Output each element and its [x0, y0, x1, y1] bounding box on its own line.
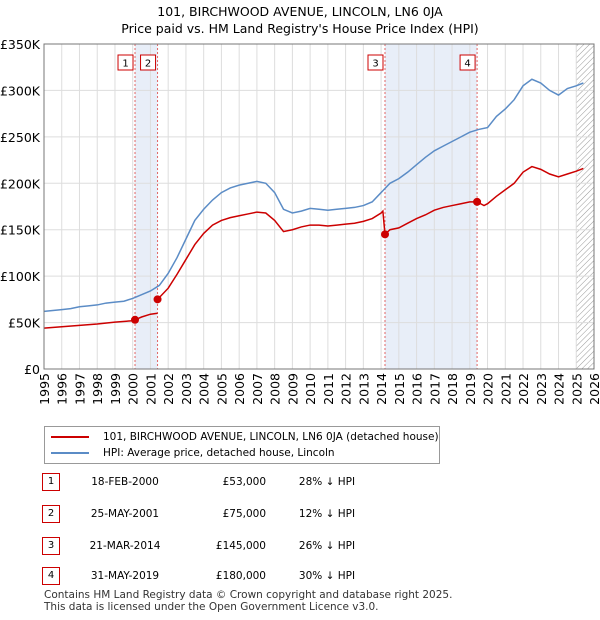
chart-title-line1: 101, BIRCHWOOD AVENUE, LINCOLN, LN6 0JA — [157, 4, 443, 19]
plot-frame — [43, 43, 595, 370]
property-price-line — [384, 201, 478, 235]
y-tick-label: £100K — [0, 269, 41, 284]
x-tick-label: 2013 — [356, 373, 371, 405]
sale-label-box — [367, 54, 384, 71]
property-price-line — [157, 209, 386, 300]
x-tick-label: 2007 — [250, 373, 265, 405]
sale-hpi-diff: 12% ↓ HPI — [298, 508, 356, 520]
x-tick-label: 2000 — [126, 373, 141, 405]
hpi-line — [43, 78, 584, 313]
y-tick-label: £350K — [0, 37, 41, 52]
x-tick-label: 2005 — [214, 373, 229, 405]
legend-property-label: 101, BIRCHWOOD AVENUE, LINCOLN, LN6 0JA … — [103, 431, 439, 443]
sale-row: 3 21-MAR-2014 £145,000 26% ↓ HPI — [42, 537, 442, 555]
sale-row: 4 31-MAY-2019 £180,000 30% ↓ HPI — [42, 567, 442, 585]
x-tick-label: 2004 — [197, 373, 212, 405]
x-tick-label: 2006 — [232, 373, 247, 405]
x-tick-label: 2014 — [374, 373, 389, 405]
y-tick-label: £200K — [0, 176, 41, 191]
legend: 101, BIRCHWOOD AVENUE, LINCOLN, LN6 0JA … — [44, 426, 440, 464]
y-tick-label: £150K — [0, 223, 41, 238]
y-tick-label: £300K — [0, 83, 41, 98]
legend-property-swatch — [51, 436, 89, 438]
sale-number-badge: 2 — [42, 505, 60, 523]
x-tick-label: 2012 — [339, 373, 354, 405]
x-tick-label: 2020 — [481, 373, 496, 405]
x-tick-label: 2018 — [445, 373, 460, 405]
sale-number-badge: 4 — [42, 567, 60, 585]
y-tick-label: £250K — [0, 130, 41, 145]
sale-row: 2 25-MAY-2001 £75,000 12% ↓ HPI — [42, 505, 442, 523]
x-tick-label: 2016 — [410, 373, 425, 405]
sale-point — [381, 230, 389, 239]
sale-number-badge: 3 — [42, 537, 60, 555]
legend-hpi: HPI: Average price, detached house, Linc… — [51, 445, 335, 461]
legend-hpi-swatch — [51, 452, 89, 454]
sale-number-badge: 1 — [42, 473, 60, 491]
sale-label-box — [140, 54, 157, 71]
sale-hpi-diff: 30% ↓ HPI — [298, 570, 356, 582]
sale-price: £53,000 — [222, 476, 266, 488]
x-tick-label: 2024 — [552, 373, 567, 405]
footer-copyright: Contains HM Land Registry data © Crown c… — [44, 589, 453, 601]
chart-title: 101, BIRCHWOOD AVENUE, LINCOLN, LN6 0JA … — [0, 3, 600, 37]
x-tick-label: 2015 — [392, 373, 407, 405]
y-tick-label: £50K — [8, 316, 41, 331]
x-tick-label: 1996 — [55, 373, 70, 405]
x-tick-label: 2026 — [587, 373, 600, 405]
sale-date: 18-FEB-2000 — [91, 476, 159, 488]
x-tick-label: 1998 — [90, 373, 105, 405]
sale-price: £75,000 — [222, 508, 266, 520]
y-tick-label: £0 — [24, 362, 40, 377]
sale-label-text: 1 — [122, 59, 128, 70]
sale-price: £145,000 — [215, 540, 266, 552]
x-tick-label: 2008 — [268, 373, 283, 405]
legend-hpi-label: HPI: Average price, detached house, Linc… — [103, 447, 335, 459]
plot-area — [44, 44, 594, 369]
x-tick-label: 1997 — [72, 373, 87, 405]
sale-label-box — [459, 54, 476, 71]
footer: Contains HM Land Registry data © Crown c… — [44, 589, 452, 613]
x-tick-label: 2011 — [321, 373, 336, 405]
sale-date: 21-MAR-2014 — [89, 540, 161, 552]
sale-date: 25-MAY-2001 — [90, 508, 160, 520]
legend-property: 101, BIRCHWOOD AVENUE, LINCOLN, LN6 0JA … — [51, 429, 439, 445]
property-price-line — [476, 165, 584, 207]
footer-licence: This data is licensed under the Open Gov… — [44, 601, 379, 613]
x-tick-label: 2021 — [498, 373, 513, 405]
x-tick-label: 2010 — [303, 373, 318, 405]
sale-point — [131, 315, 140, 324]
x-tick-label: 2009 — [285, 373, 300, 405]
sale-date: 31-MAY-2019 — [90, 570, 160, 582]
sale-point — [473, 197, 482, 206]
x-tick-label: 2001 — [143, 373, 158, 405]
x-tick-label: 2023 — [534, 373, 549, 405]
chart-title-line2: Price paid vs. HM Land Registry's House … — [121, 21, 479, 36]
x-tick-label: 2025 — [569, 373, 584, 405]
sale-point — [153, 295, 162, 304]
sale-hpi-diff: 28% ↓ HPI — [298, 476, 356, 488]
x-tick-label: 2019 — [463, 373, 478, 405]
x-tick-label: 2022 — [516, 373, 531, 405]
x-tick-label: 2003 — [179, 373, 194, 405]
sale-period-shade — [135, 44, 158, 369]
sale-row: 1 18-FEB-2000 £53,000 28% ↓ HPI — [42, 473, 442, 491]
x-tick-label: 2002 — [161, 373, 176, 405]
sale-label-text: 2 — [145, 59, 151, 70]
price-chart: 1 2 3 4 £0 £50K £100K £150K £200K £250K £300K £350… — [0, 37, 600, 405]
sale-label-box — [117, 54, 134, 71]
x-tick-label: 1999 — [108, 373, 123, 405]
sale-period-shade — [385, 44, 478, 369]
forecast-hatch — [576, 44, 594, 369]
sale-hpi-diff: 26% ↓ HPI — [298, 540, 356, 552]
x-tick-label: 2017 — [427, 373, 442, 405]
sale-label-text: 3 — [372, 59, 378, 70]
sale-price: £180,000 — [215, 570, 266, 582]
x-tick-label: 1995 — [37, 373, 52, 405]
sale-label-text: 4 — [464, 59, 470, 70]
